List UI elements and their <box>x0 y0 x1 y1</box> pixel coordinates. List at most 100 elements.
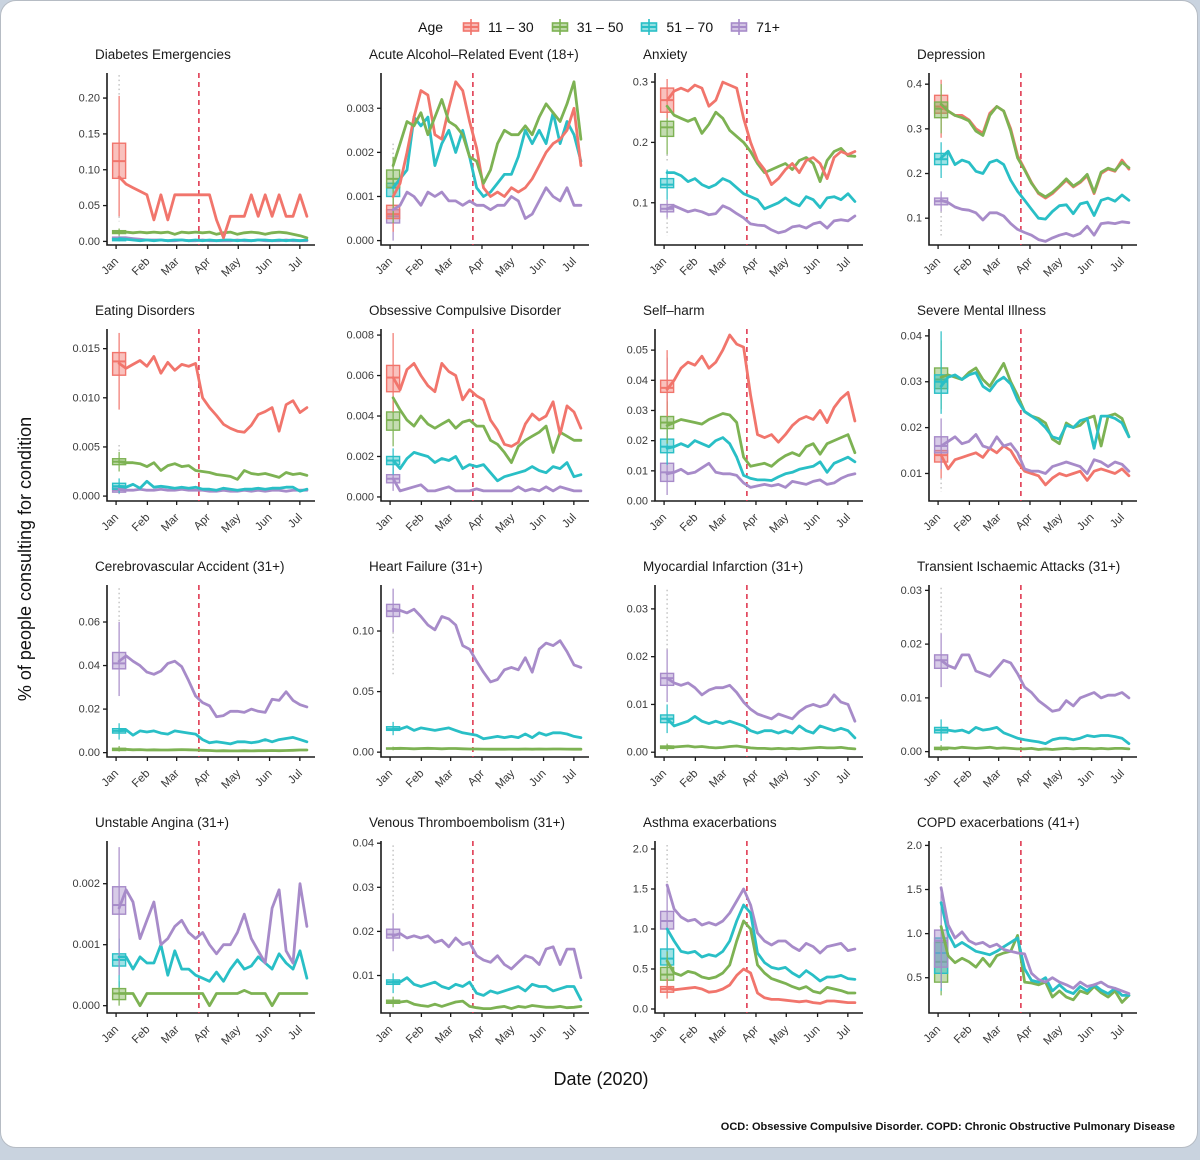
svg-text:May: May <box>220 1023 244 1047</box>
panel-plot: 0.01 0.02 0.03 0.04 Jan Feb Mar Apr May Jun Jul <box>901 329 1137 535</box>
svg-text:0.00: 0.00 <box>901 746 922 758</box>
panel-venous-thromboembolism-31: Venous Thromboembolism (31+) 0.01 0.02 0.03… <box>333 813 595 1065</box>
svg-text:0.05: 0.05 <box>79 200 100 212</box>
series-line-a3 <box>665 714 857 740</box>
series-line-a4 <box>117 882 309 965</box>
svg-text:0.000: 0.000 <box>72 491 100 503</box>
svg-text:Jan: Jan <box>100 256 122 278</box>
svg-text:0.20: 0.20 <box>79 93 100 105</box>
series-line-a2 <box>665 919 857 995</box>
series-line-a2 <box>939 925 1131 1004</box>
panel-plot: 0.01 0.02 0.03 0.04 Jan Feb Mar Apr May Jun Jul <box>353 838 589 1047</box>
jan-boxplot-a2 <box>659 120 675 138</box>
svg-text:Apr: Apr <box>1014 768 1035 789</box>
x-axis-label: Date (2020) <box>553 1069 649 1089</box>
svg-text:1.5: 1.5 <box>907 884 922 896</box>
boxplot-key-icon <box>462 19 480 35</box>
series-line-a1 <box>117 355 309 434</box>
svg-text:Jan: Jan <box>374 512 396 534</box>
series-line-a3 <box>665 903 857 983</box>
panel-unstable-angina-31: Unstable Angina (31+) 0.000 0.001 0.002 Jan F… <box>59 813 321 1065</box>
series-line-a4 <box>939 653 1131 713</box>
series-line-a4 <box>391 607 583 684</box>
svg-text:Jul: Jul <box>286 1024 305 1043</box>
svg-text:Jan: Jan <box>100 512 122 534</box>
legend-item-label: 31 – 50 <box>576 19 624 35</box>
svg-text:0.002: 0.002 <box>72 878 100 890</box>
svg-text:Jul: Jul <box>286 512 305 531</box>
svg-text:Mar: Mar <box>159 256 182 279</box>
svg-text:Apr: Apr <box>466 256 487 277</box>
series-line-a2 <box>391 746 583 751</box>
panel-title: Self–harm <box>643 303 705 318</box>
svg-text:0.00: 0.00 <box>79 747 100 759</box>
svg-text:0.1: 0.1 <box>907 213 922 225</box>
panel-plot: 0.000 0.002 0.004 0.006 0.008 Jan Feb Mar Apr May… <box>346 329 589 535</box>
boxplot-key-icon <box>641 19 658 35</box>
svg-text:Jan: Jan <box>922 1024 944 1046</box>
panel-obsessive-compulsive-disorder: Obsessive Compulsive Disorder 0.000 0.002 0… <box>333 301 595 553</box>
series-line-a3 <box>117 728 309 746</box>
svg-text:Jul: Jul <box>560 768 579 787</box>
svg-text:0.006: 0.006 <box>346 370 374 382</box>
panel-plot: 0.00 0.02 0.04 0.06 Jan Feb Mar Apr May Jun Jul <box>79 585 315 791</box>
panel-plot: 0.000 0.005 0.010 0.015 Jan Feb Mar Apr May Jun Ju… <box>72 329 315 535</box>
panel-plot: 0.00 0.01 0.02 0.03 Jan Feb Mar Apr May Jun Jul <box>627 585 863 791</box>
svg-text:0.1: 0.1 <box>633 197 648 209</box>
panel-title: Asthma exacerbations <box>643 815 777 830</box>
svg-text:Mar: Mar <box>707 512 730 535</box>
series-line-a4 <box>665 204 857 235</box>
series-line-a3 <box>117 479 309 493</box>
svg-text:Jul: Jul <box>834 256 853 275</box>
series-line-a4 <box>939 433 1131 475</box>
svg-text:0.5: 0.5 <box>633 964 648 976</box>
svg-text:Apr: Apr <box>740 512 761 533</box>
svg-text:Jan: Jan <box>922 256 944 278</box>
svg-text:Jun: Jun <box>1075 768 1097 790</box>
series-line-a2 <box>117 460 309 481</box>
svg-text:Jul: Jul <box>1108 1024 1127 1043</box>
y-axis-label: % of people consulting for condition <box>15 416 35 702</box>
svg-text:0.004: 0.004 <box>346 411 374 423</box>
svg-text:Apr: Apr <box>466 1024 487 1045</box>
svg-text:Feb: Feb <box>952 1024 975 1047</box>
series-line-a2 <box>939 745 1131 751</box>
series-line-a3 <box>117 943 309 983</box>
svg-text:Jan: Jan <box>374 256 396 278</box>
panel-myocardial-infarction-31: Myocardial Infarction (31+) 0.00 0.01 0.02 0… <box>607 557 869 809</box>
svg-text:Mar: Mar <box>433 256 456 279</box>
svg-text:0.04: 0.04 <box>901 330 922 342</box>
svg-text:Feb: Feb <box>130 512 153 535</box>
svg-text:Jun: Jun <box>801 1024 823 1046</box>
series-line-a2 <box>665 412 857 468</box>
svg-text:0.05: 0.05 <box>627 345 648 357</box>
panel-title: Heart Failure (31+) <box>369 559 483 574</box>
svg-text:0.04: 0.04 <box>627 375 648 387</box>
panel-anxiety: Anxiety 0.1 0.2 0.3 Jan Feb Mar Apr May Jun Jul <box>607 45 869 297</box>
svg-text:Jul: Jul <box>1108 256 1127 275</box>
panel-title: Severe Mental Illness <box>917 303 1047 318</box>
svg-text:Feb: Feb <box>404 256 427 279</box>
svg-text:0.2: 0.2 <box>633 137 648 149</box>
svg-text:May: May <box>768 767 792 791</box>
svg-text:0.002: 0.002 <box>346 451 374 463</box>
series-line-a3 <box>391 450 583 483</box>
svg-text:0.01: 0.01 <box>353 970 374 982</box>
series-line-a4 <box>665 883 857 955</box>
svg-text:May: May <box>768 255 792 279</box>
panel-copd-exacerbations-41: COPD exacerbations (41+) 0.5 1.0 1.5 2.0 Jan F… <box>881 813 1143 1065</box>
svg-text:Jul: Jul <box>560 512 579 531</box>
svg-text:May: May <box>1042 767 1066 791</box>
svg-text:Mar: Mar <box>159 1024 182 1047</box>
svg-text:May: May <box>494 1023 518 1047</box>
svg-text:0.00: 0.00 <box>627 747 648 759</box>
svg-text:0.03: 0.03 <box>627 603 648 615</box>
panel-cerebrovascular-accident-31: Cerebrovascular Accident (31+) 0.00 0.02 0.… <box>59 557 321 809</box>
svg-text:0.04: 0.04 <box>79 660 100 672</box>
panel-plot: 0.000 0.001 0.002 0.003 Jan Feb Mar Apr May Jun Ju… <box>346 73 589 279</box>
svg-text:0.15: 0.15 <box>79 128 100 140</box>
svg-text:Jan: Jan <box>648 512 670 534</box>
panel-plot: 0.000 0.001 0.002 Jan Feb Mar Apr May Jun Jul <box>72 841 315 1047</box>
svg-text:Jan: Jan <box>100 768 122 790</box>
